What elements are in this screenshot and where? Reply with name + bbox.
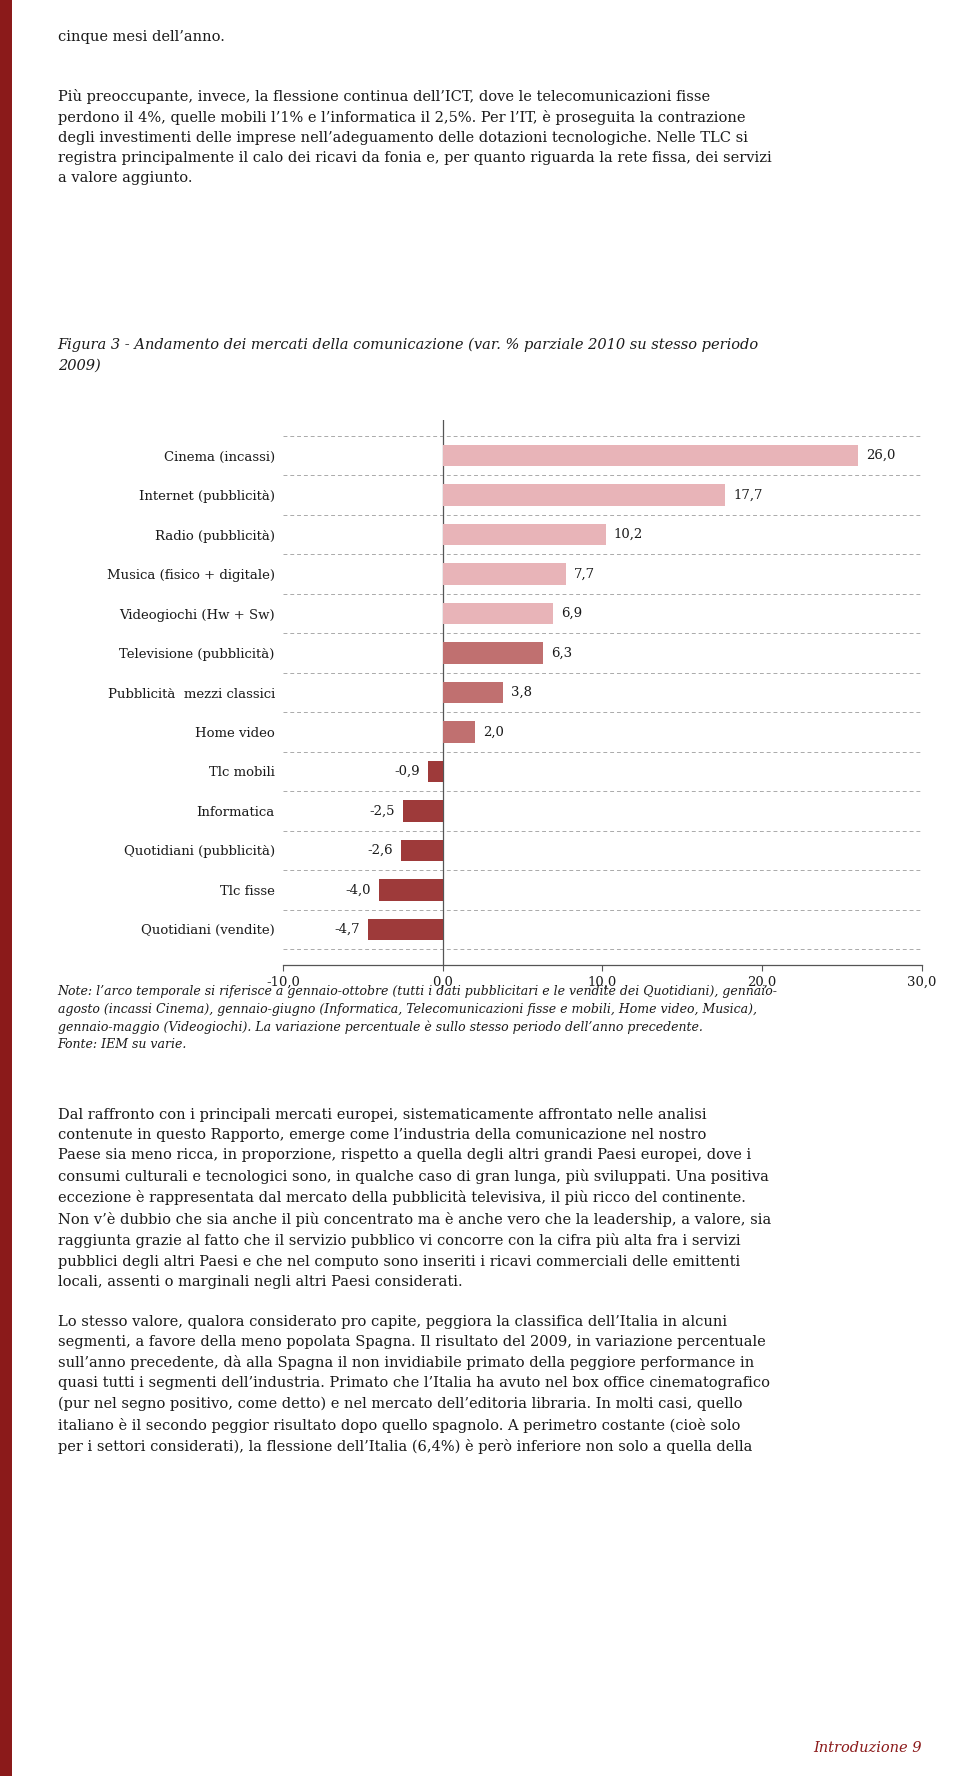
Bar [443, 682, 503, 703]
Text: Note: l’arco temporale si riferisce a gennaio-ottobre (tutti i dati pubblicitari: Note: l’arco temporale si riferisce a ge… [58, 986, 778, 1051]
Text: Più preoccupante, invece, la flessione continua dell’ICT, dove le telecomunicazi: Più preoccupante, invece, la flessione c… [58, 89, 771, 185]
Text: -2,6: -2,6 [368, 844, 394, 856]
Bar [379, 879, 443, 900]
Text: -4,0: -4,0 [346, 883, 371, 897]
Bar [443, 643, 543, 664]
Text: Dal raffronto con i principali mercati europei, sistematicamente affrontato nell: Dal raffronto con i principali mercati e… [58, 1108, 771, 1455]
Text: -0,9: -0,9 [395, 765, 420, 778]
Bar [443, 563, 565, 584]
Bar [443, 444, 857, 467]
Text: 3,8: 3,8 [512, 686, 533, 700]
Bar [428, 760, 443, 781]
Bar [0, 0, 12, 1776]
Text: 6,3: 6,3 [551, 646, 572, 659]
Text: 2,0: 2,0 [483, 725, 504, 739]
Text: 6,9: 6,9 [561, 607, 582, 620]
Bar [401, 840, 443, 861]
Text: 10,2: 10,2 [613, 527, 643, 542]
Bar [443, 602, 553, 625]
Text: 7,7: 7,7 [574, 568, 595, 581]
Text: Introduzione 9: Introduzione 9 [813, 1740, 922, 1755]
Bar [403, 799, 443, 822]
Bar [443, 721, 474, 742]
Text: 17,7: 17,7 [733, 488, 763, 501]
Text: cinque mesi dell’anno.: cinque mesi dell’anno. [58, 30, 225, 44]
Bar [443, 485, 726, 506]
Bar [368, 918, 443, 940]
Text: Figura 3 - Andamento dei mercati della comunicazione (var. % parziale 2010 su st: Figura 3 - Andamento dei mercati della c… [58, 337, 758, 373]
Text: 26,0: 26,0 [866, 449, 895, 462]
Text: -4,7: -4,7 [334, 924, 360, 936]
Text: -2,5: -2,5 [370, 805, 395, 817]
Bar [443, 524, 606, 545]
